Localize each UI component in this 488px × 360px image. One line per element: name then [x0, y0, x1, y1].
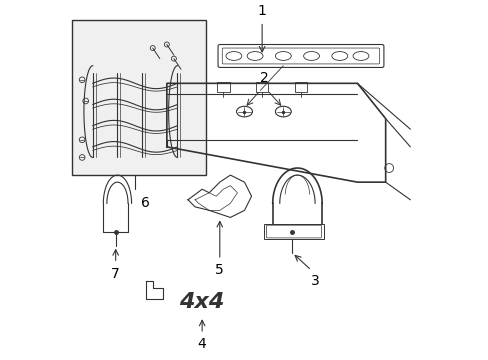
- FancyBboxPatch shape: [266, 225, 321, 238]
- Bar: [294, 82, 306, 92]
- Bar: [217, 82, 229, 92]
- Text: 1: 1: [257, 4, 266, 18]
- Text: 3: 3: [310, 274, 319, 288]
- Bar: [255, 82, 268, 92]
- Text: 4: 4: [197, 337, 206, 351]
- Text: 2: 2: [259, 71, 268, 85]
- Bar: [71, 20, 205, 175]
- FancyBboxPatch shape: [222, 48, 379, 64]
- Text: 6: 6: [141, 196, 150, 210]
- FancyBboxPatch shape: [218, 45, 383, 67]
- Text: 4x4: 4x4: [178, 293, 224, 313]
- Text: 7: 7: [111, 267, 120, 281]
- Text: 4x4: 4x4: [179, 292, 224, 312]
- Text: 5: 5: [215, 263, 224, 277]
- Bar: [264, 225, 323, 239]
